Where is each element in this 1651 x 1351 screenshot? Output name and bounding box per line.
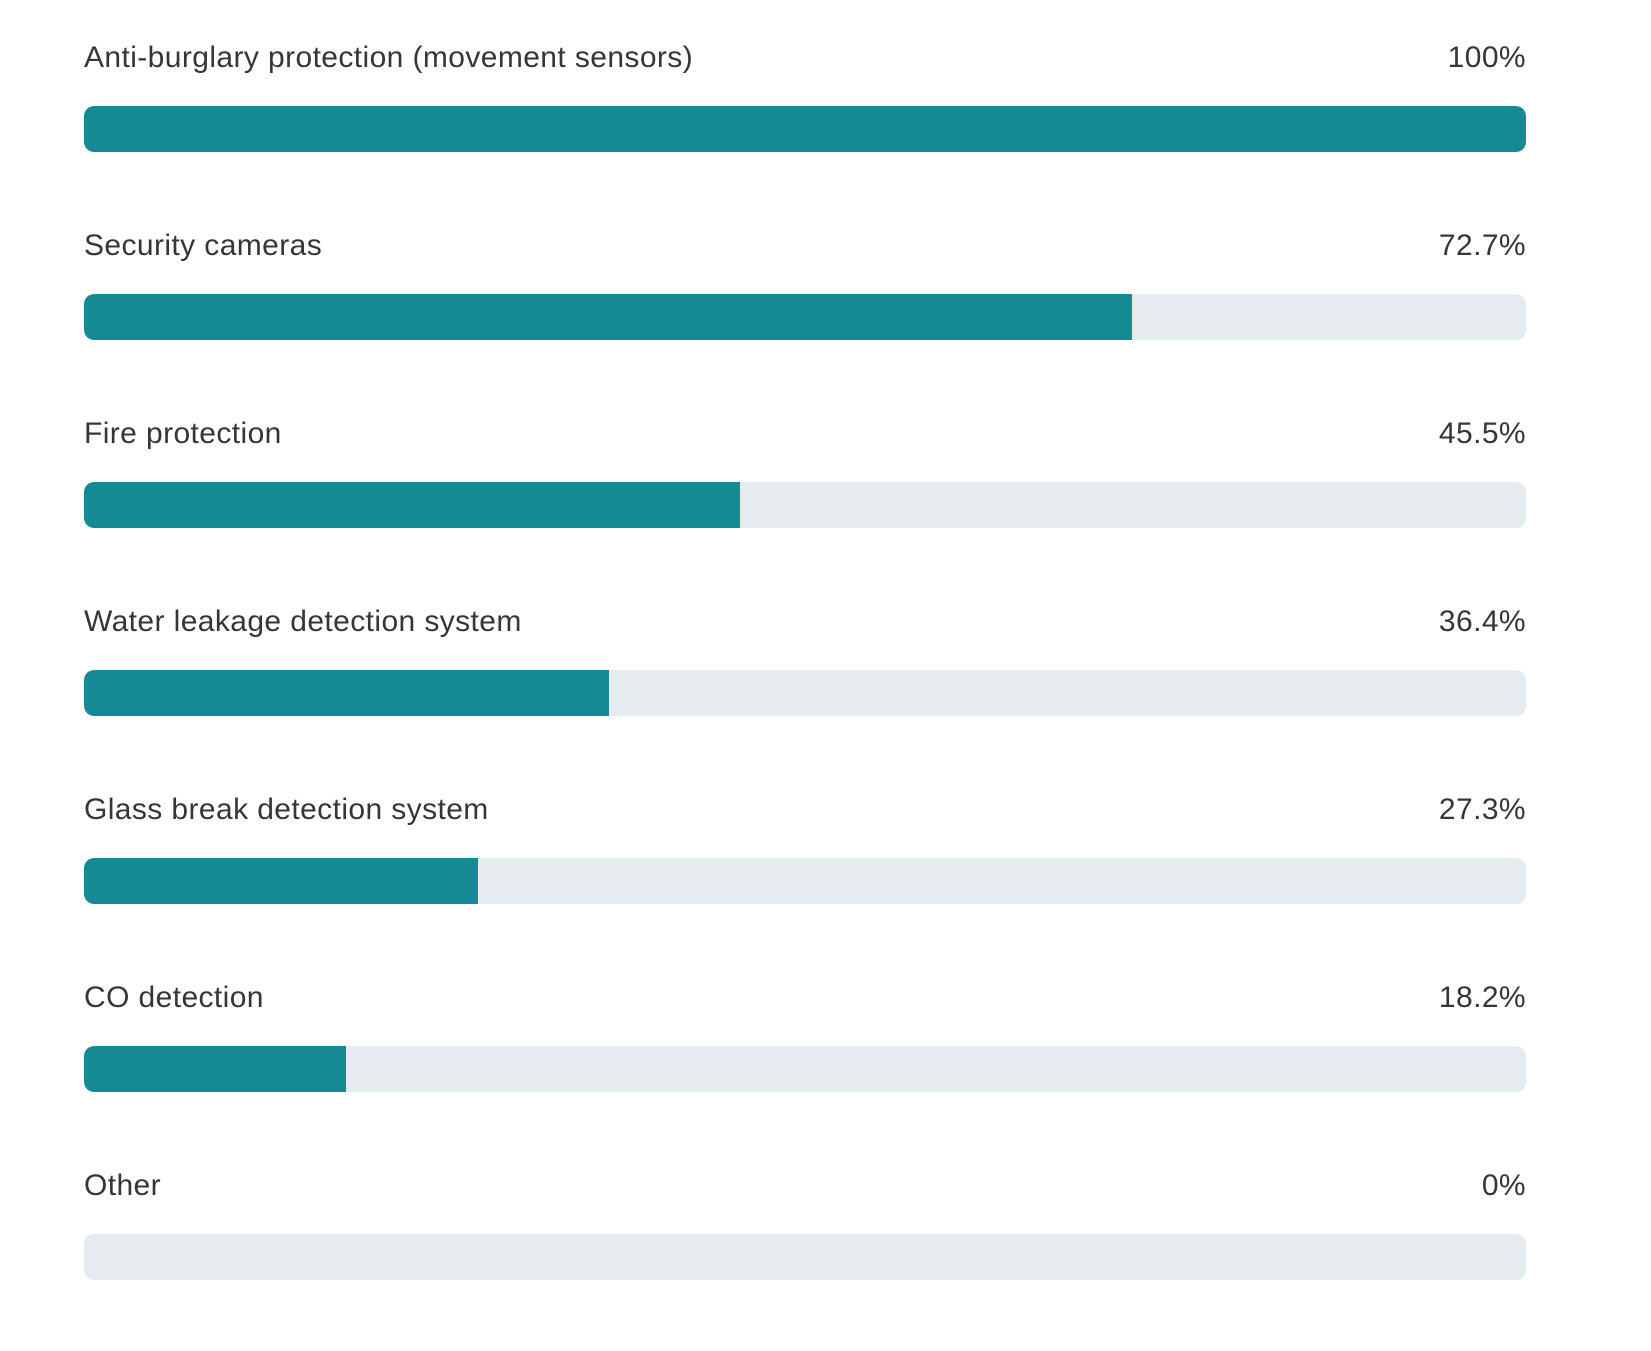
bar-value-label: 18.2% <box>1438 981 1526 1014</box>
bar-label-line: Security cameras 72.7% <box>84 231 1526 261</box>
bar-fill <box>84 106 1526 152</box>
bar-row: Fire protection 45.5% <box>84 419 1526 607</box>
bar-track <box>84 1234 1526 1280</box>
bar-label-line: Water leakage detection system 36.4% <box>84 607 1526 637</box>
bar-category-label: Fire protection <box>84 417 282 450</box>
bar-category-label: Anti-burglary protection (movement senso… <box>84 41 694 74</box>
bar-value-label: 36.4% <box>1438 605 1526 638</box>
bar-row: Anti-burglary protection (movement senso… <box>84 43 1526 231</box>
bar-category-label: Other <box>84 1169 162 1202</box>
bar-fill <box>84 482 741 528</box>
bar-fill <box>84 670 609 716</box>
bar-track <box>84 1046 1526 1092</box>
bar-category-label: Glass break detection system <box>84 793 489 826</box>
bar-track <box>84 858 1526 904</box>
bar-label-line: Fire protection 45.5% <box>84 419 1526 449</box>
bar-fill <box>84 294 1133 340</box>
bar-fill <box>84 1046 347 1092</box>
bar-label-line: Other 0% <box>84 1171 1526 1201</box>
bar-row: Water leakage detection system 36.4% <box>84 607 1526 795</box>
bar-track <box>84 670 1526 716</box>
bar-label-line: Anti-burglary protection (movement senso… <box>84 43 1526 73</box>
bar-track <box>84 294 1526 340</box>
bar-value-label: 27.3% <box>1438 793 1526 826</box>
chart-area: Anti-burglary protection (movement senso… <box>84 43 1526 1351</box>
bar-row: Glass break detection system 27.3% <box>84 795 1526 983</box>
bar-fill <box>84 858 478 904</box>
bar-track <box>84 482 1526 528</box>
bar-value-label: 0% <box>1481 1169 1526 1202</box>
bar-category-label: Water leakage detection system <box>84 605 522 638</box>
bar-category-label: CO detection <box>84 981 264 1014</box>
bar-value-label: 100% <box>1447 41 1526 74</box>
bar-label-line: CO detection 18.2% <box>84 983 1526 1013</box>
bar-row: Security cameras 72.7% <box>84 231 1526 419</box>
bar-row: Other 0% <box>84 1171 1526 1351</box>
bar-value-label: 72.7% <box>1438 229 1526 262</box>
bar-value-label: 45.5% <box>1438 417 1526 450</box>
bar-category-label: Security cameras <box>84 229 323 262</box>
bar-track <box>84 106 1526 152</box>
bar-label-line: Glass break detection system 27.3% <box>84 795 1526 825</box>
bar-row: CO detection 18.2% <box>84 983 1526 1171</box>
